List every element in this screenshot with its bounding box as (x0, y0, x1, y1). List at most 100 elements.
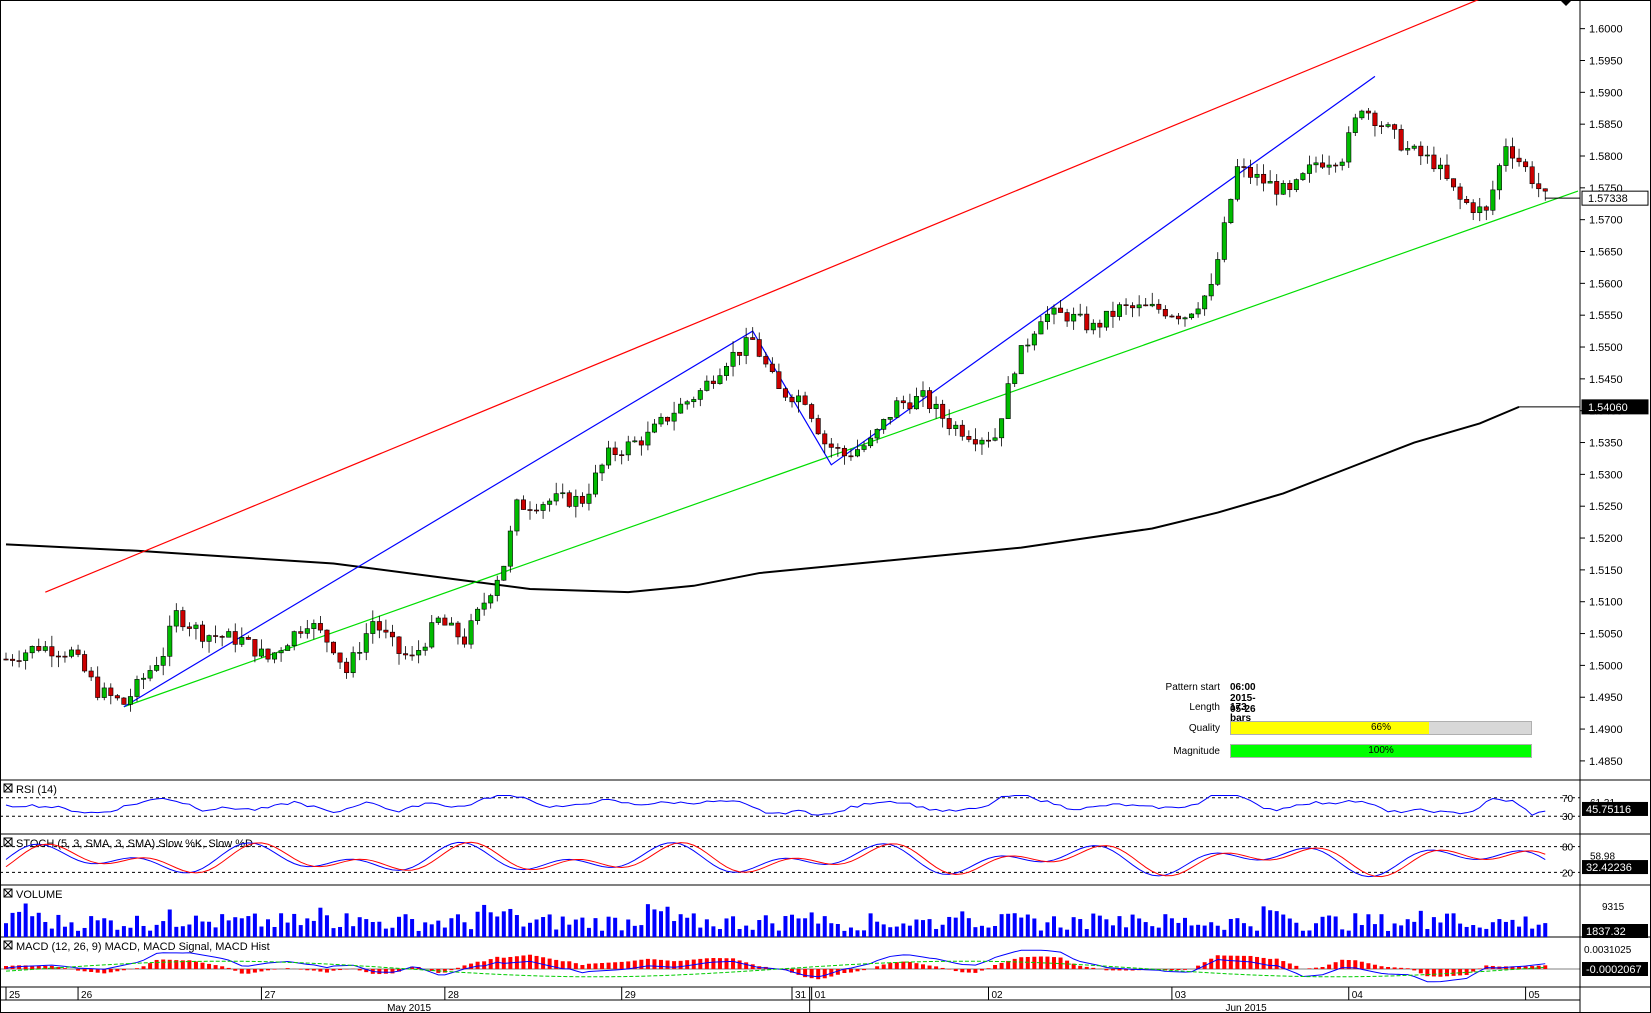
volume-bar (187, 924, 192, 937)
candle (868, 430, 874, 449)
volume-bar (1078, 919, 1083, 937)
volume-bar (1464, 926, 1469, 937)
candle-body (1359, 110, 1365, 119)
pattern-length-label: Length (1189, 702, 1220, 713)
volume-bar (390, 927, 395, 937)
macd-hist-bar (1104, 969, 1109, 971)
candle-body (134, 679, 140, 697)
macd-hist-bar (1425, 969, 1430, 977)
macd-hist-bar (213, 965, 218, 969)
candle-body (383, 629, 389, 633)
macd-hist-bar (724, 958, 729, 969)
volume-bar (560, 916, 565, 937)
moving-average-line (5, 405, 1520, 594)
volume-bar (547, 914, 552, 937)
macd-hist-bar (717, 958, 722, 969)
candle (311, 619, 317, 640)
volume-bar (1071, 917, 1076, 937)
macd-hist-bar (455, 967, 460, 969)
macd-hist-bar (475, 961, 480, 969)
macd-hist-bar (324, 969, 329, 973)
candle-body (1405, 148, 1411, 151)
volume-bar (1274, 911, 1279, 937)
candle-body (1130, 305, 1136, 309)
macd-hist-bar (1006, 960, 1011, 969)
candle (1287, 180, 1293, 198)
candle-body (337, 652, 343, 663)
candle-body (632, 440, 638, 443)
candle-body (101, 687, 107, 698)
candle-body (10, 658, 16, 661)
volume-bar (488, 912, 493, 937)
candle (317, 616, 323, 634)
candle (756, 332, 762, 358)
pattern-length-value: 173 bars (1230, 702, 1252, 724)
macd-hist-bar (1405, 968, 1410, 969)
macd-hist-bar (600, 963, 605, 969)
candle (82, 650, 88, 673)
candle-body (95, 676, 101, 698)
macd-hist-bar (1359, 961, 1364, 969)
macd-hist-bar (737, 960, 742, 969)
stoch-value: 32.42236 (1586, 862, 1632, 874)
candle-body (265, 648, 271, 660)
volume-bar (1084, 929, 1089, 937)
candle (684, 399, 690, 410)
candle (1090, 319, 1096, 335)
price-tick-label: 1.5800 (1589, 151, 1623, 163)
volume-bar (711, 926, 716, 937)
macd-hist-bar (390, 969, 395, 974)
candle (416, 640, 422, 664)
candle (940, 399, 946, 428)
macd-hist-bar (1281, 961, 1286, 969)
candle (547, 498, 553, 512)
quality-bar: 66% (1230, 721, 1532, 735)
candle-body (881, 419, 887, 430)
volume-bar (121, 926, 126, 937)
candle-body (1352, 117, 1358, 133)
volume-bar (1372, 924, 1377, 937)
candle-body (665, 416, 671, 422)
volume-bar (1392, 923, 1397, 937)
candle (265, 648, 271, 663)
candle (1267, 170, 1273, 184)
macd-value: -0.0002067 (1586, 964, 1642, 976)
volume-bar (351, 926, 356, 937)
candle-body (363, 633, 369, 653)
candle (403, 646, 409, 660)
candle-body (1437, 164, 1443, 170)
candle-body (717, 375, 723, 384)
volume-bar (95, 920, 100, 937)
candle-body (1346, 132, 1352, 163)
volume-bar (1045, 922, 1050, 937)
volume-bar (1241, 923, 1246, 937)
macd-hist-bar (1012, 958, 1017, 969)
candle-body (586, 493, 592, 504)
candle (448, 617, 454, 626)
candle (1143, 298, 1149, 307)
macd-hist-bar (76, 969, 81, 971)
candle (383, 619, 389, 639)
volume-bar (252, 913, 257, 937)
price-tick-label: 1.5150 (1589, 565, 1623, 577)
volume-bar (1366, 914, 1371, 937)
volume-bar (1189, 925, 1194, 937)
macd-hist-bar (495, 956, 500, 969)
macd-hist-bar (462, 965, 467, 969)
quality-value: 66% (1370, 722, 1391, 733)
pattern-magnitude-label: Magnitude (1173, 746, 1220, 757)
volume-bar (102, 918, 107, 937)
rsi-line (5, 795, 1546, 816)
candle-body (304, 628, 310, 634)
candle (822, 430, 828, 454)
candle (723, 362, 729, 381)
candle-body (1228, 198, 1234, 223)
candle (232, 623, 238, 653)
candle-body (802, 395, 808, 405)
candle (1359, 109, 1365, 120)
stoch-k-line (5, 841, 1546, 878)
volume-bar (966, 918, 971, 937)
volume-bar (1379, 914, 1384, 937)
candle (1064, 308, 1070, 327)
